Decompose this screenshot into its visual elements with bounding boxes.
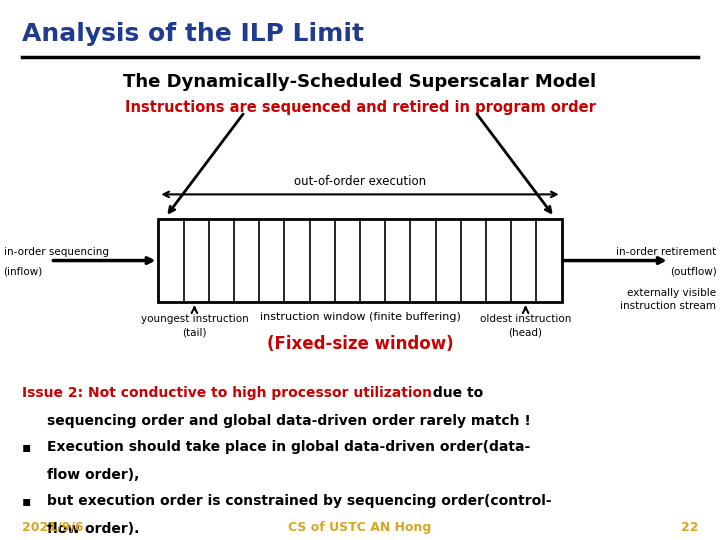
Text: 22: 22 [681, 521, 698, 534]
Text: due to: due to [428, 386, 484, 400]
Text: (head): (head) [508, 328, 543, 338]
Text: (tail): (tail) [182, 328, 207, 338]
Text: Analysis of the ILP Limit: Analysis of the ILP Limit [22, 22, 364, 45]
Text: in-order retirement: in-order retirement [616, 247, 716, 258]
Text: ▪: ▪ [22, 440, 31, 454]
Text: youngest instruction: youngest instruction [140, 314, 248, 325]
Text: instruction window (finite buffering): instruction window (finite buffering) [260, 312, 460, 322]
Text: in-order sequencing: in-order sequencing [4, 247, 109, 258]
Text: The Dynamically-Scheduled Superscalar Model: The Dynamically-Scheduled Superscalar Mo… [123, 73, 597, 91]
Text: externally visible: externally visible [627, 288, 716, 298]
Text: (inflow): (inflow) [4, 266, 43, 276]
Text: but execution order is constrained by sequencing order(control-: but execution order is constrained by se… [47, 494, 552, 508]
Text: flow order),: flow order), [47, 468, 139, 482]
Text: Execution should take place in global data-driven order(data-: Execution should take place in global da… [47, 440, 530, 454]
Text: ▪: ▪ [22, 494, 31, 508]
Text: out-of-order execution: out-of-order execution [294, 175, 426, 188]
Text: Issue 2: Not conductive to high processor utilization: Issue 2: Not conductive to high processo… [22, 386, 431, 400]
Text: instruction stream: instruction stream [621, 301, 716, 312]
Text: (Fixed-size window): (Fixed-size window) [266, 335, 454, 353]
Text: oldest instruction: oldest instruction [480, 314, 571, 325]
Bar [158, 219, 562, 302]
Text: CS of USTC AN Hong: CS of USTC AN Hong [289, 521, 431, 534]
Text: sequencing order and global data-driven order rarely match !: sequencing order and global data-driven … [47, 414, 531, 428]
Text: Instructions are sequenced and retired in program order: Instructions are sequenced and retired i… [125, 100, 595, 115]
Text: 2021/9/6: 2021/9/6 [22, 521, 83, 534]
Text: (outflow): (outflow) [670, 266, 716, 276]
Text: flow order).: flow order). [47, 522, 139, 536]
